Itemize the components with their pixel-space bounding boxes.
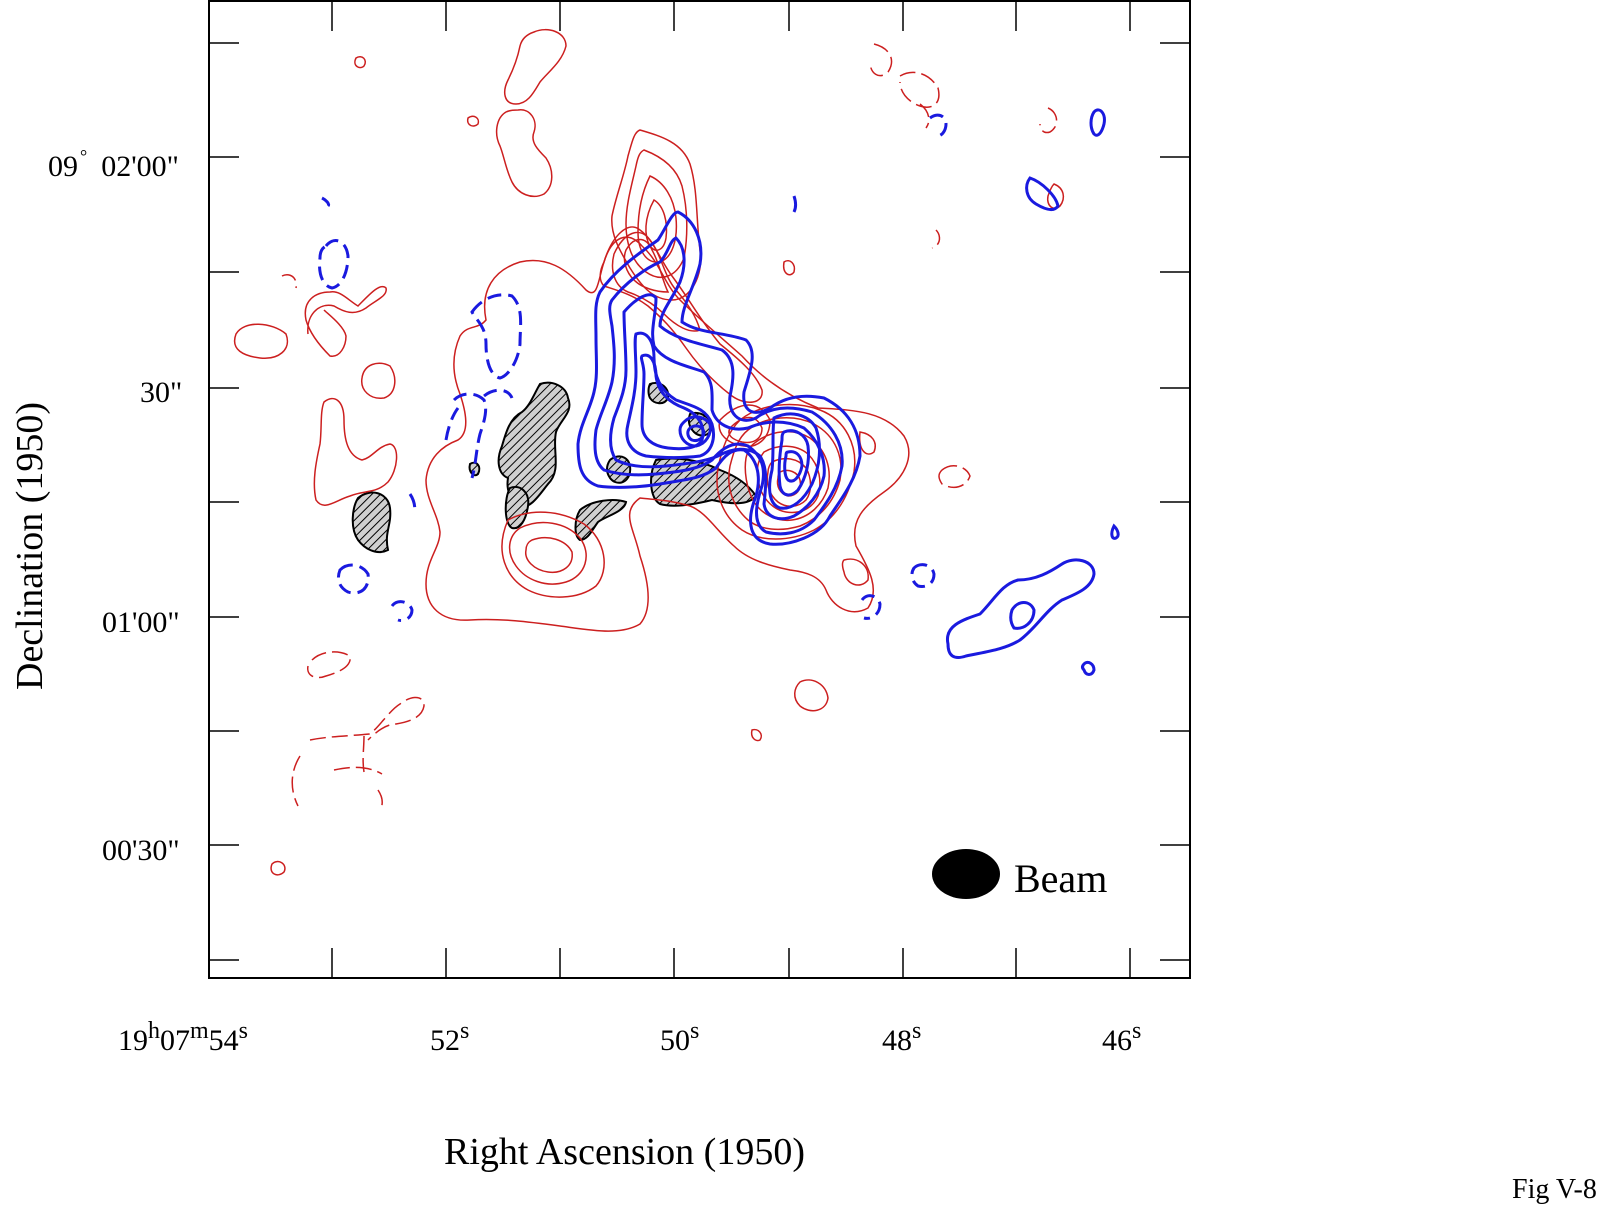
- red-contour: [744, 430, 830, 522]
- blue-contour: [1110, 523, 1120, 540]
- blue-dashed-contour: [336, 563, 370, 595]
- red-contour: [750, 728, 763, 742]
- red-contour: [466, 115, 480, 127]
- blue-contour: [1081, 660, 1096, 676]
- blue-contour: [1025, 176, 1060, 212]
- y-axis-title: Declination (1950): [9, 402, 51, 690]
- red-contour: [645, 198, 668, 251]
- red-dashed-contours: [281, 43, 1058, 811]
- hatched-region: [351, 491, 392, 554]
- blue-contour: [792, 195, 797, 213]
- red-contours: [233, 28, 1065, 876]
- blue-contour: [777, 429, 810, 497]
- blue-dashed-contour: [444, 407, 460, 441]
- blue-dashed-contour: [318, 239, 350, 290]
- y-tick-label: 00'30": [102, 834, 180, 867]
- red-dashed-contour: [309, 696, 425, 741]
- x-tick-label: 19h07m54s: [118, 1018, 248, 1057]
- blue-contour: [1009, 601, 1036, 630]
- red-contour: [270, 860, 286, 876]
- red-contour: [782, 260, 796, 276]
- blue-contour: [639, 353, 705, 451]
- red-dashed-contour: [333, 766, 383, 775]
- x-tick-label: 50s: [660, 1018, 699, 1057]
- red-contour: [304, 285, 387, 357]
- red-contour: [1046, 183, 1065, 210]
- blue-dashed-contour: [470, 293, 523, 380]
- beam-label: Beam: [1014, 856, 1107, 901]
- red-contour: [361, 362, 396, 399]
- blue-contours: [321, 108, 1120, 676]
- blue-dashed-contour: [929, 113, 948, 138]
- blue-dashed-contour: [910, 563, 936, 588]
- red-contour: [858, 431, 876, 455]
- y-tick-label: 09 ° 02'00": [48, 146, 179, 183]
- red-contour: [625, 149, 688, 278]
- red-contour: [501, 511, 605, 598]
- blue-contour: [945, 558, 1096, 659]
- y-tick-label: 30": [140, 376, 182, 409]
- blue-contour: [609, 293, 826, 521]
- red-dashed-contour: [307, 651, 351, 679]
- plot-frame: [208, 0, 1191, 979]
- red-contour: [503, 28, 567, 105]
- red-contour: [508, 521, 587, 585]
- red-dashed-contour: [931, 229, 941, 249]
- red-dashed-contour: [1039, 107, 1058, 134]
- blue-contour: [1089, 108, 1106, 137]
- blue-dashed-contour: [390, 600, 414, 622]
- red-contour: [495, 109, 553, 198]
- x-tick-label: 46s: [1102, 1018, 1141, 1057]
- red-dashed-contour: [869, 43, 893, 77]
- blue-dashed-contour: [483, 388, 514, 399]
- red-contour: [354, 55, 367, 69]
- tick-marks: [209, 1, 1190, 978]
- blue-contour: [678, 415, 712, 448]
- figure-label: Fig V-8: [1512, 1174, 1597, 1205]
- red-contour: [525, 536, 573, 574]
- red-contour: [233, 323, 289, 359]
- red-contour: [841, 558, 869, 586]
- red-dashed-contour: [919, 103, 930, 129]
- blue-contour: [783, 450, 804, 483]
- hatched-region: [574, 499, 628, 542]
- red-contour: [425, 236, 910, 632]
- red-contour: [623, 238, 670, 293]
- blue-contour: [686, 424, 706, 442]
- x-axis-title: Right Ascension (1950): [444, 1131, 805, 1173]
- red-contour: [313, 397, 398, 506]
- red-dashed-contour: [291, 755, 301, 807]
- red-dashed-contour: [899, 71, 940, 108]
- blue-contour: [768, 412, 821, 510]
- red-contour: [611, 231, 701, 332]
- blue-contour: [321, 196, 330, 208]
- blue-dashed-contour: [860, 594, 882, 620]
- beam-ellipse: [932, 849, 1000, 899]
- blue-contour: [576, 210, 862, 546]
- blue-dashed-contour: [452, 392, 488, 479]
- blue-dashed-contours: [318, 113, 948, 622]
- red-contour: [611, 129, 702, 301]
- red-contour: [794, 679, 829, 712]
- x-tick-label: 52s: [430, 1018, 469, 1057]
- red-dashed-contour: [362, 735, 365, 773]
- blue-dashed-contour: [408, 493, 417, 515]
- y-tick-label: 01'00": [102, 606, 180, 639]
- blue-contour: [593, 236, 844, 536]
- red-dashed-contour: [938, 464, 971, 489]
- hatched-region: [504, 486, 530, 530]
- red-dashed-contour: [281, 274, 298, 289]
- red-contour: [728, 416, 763, 444]
- x-tick-label: 48s: [882, 1018, 921, 1057]
- red-contour: [716, 403, 856, 540]
- red-dashed-contour: [377, 789, 383, 811]
